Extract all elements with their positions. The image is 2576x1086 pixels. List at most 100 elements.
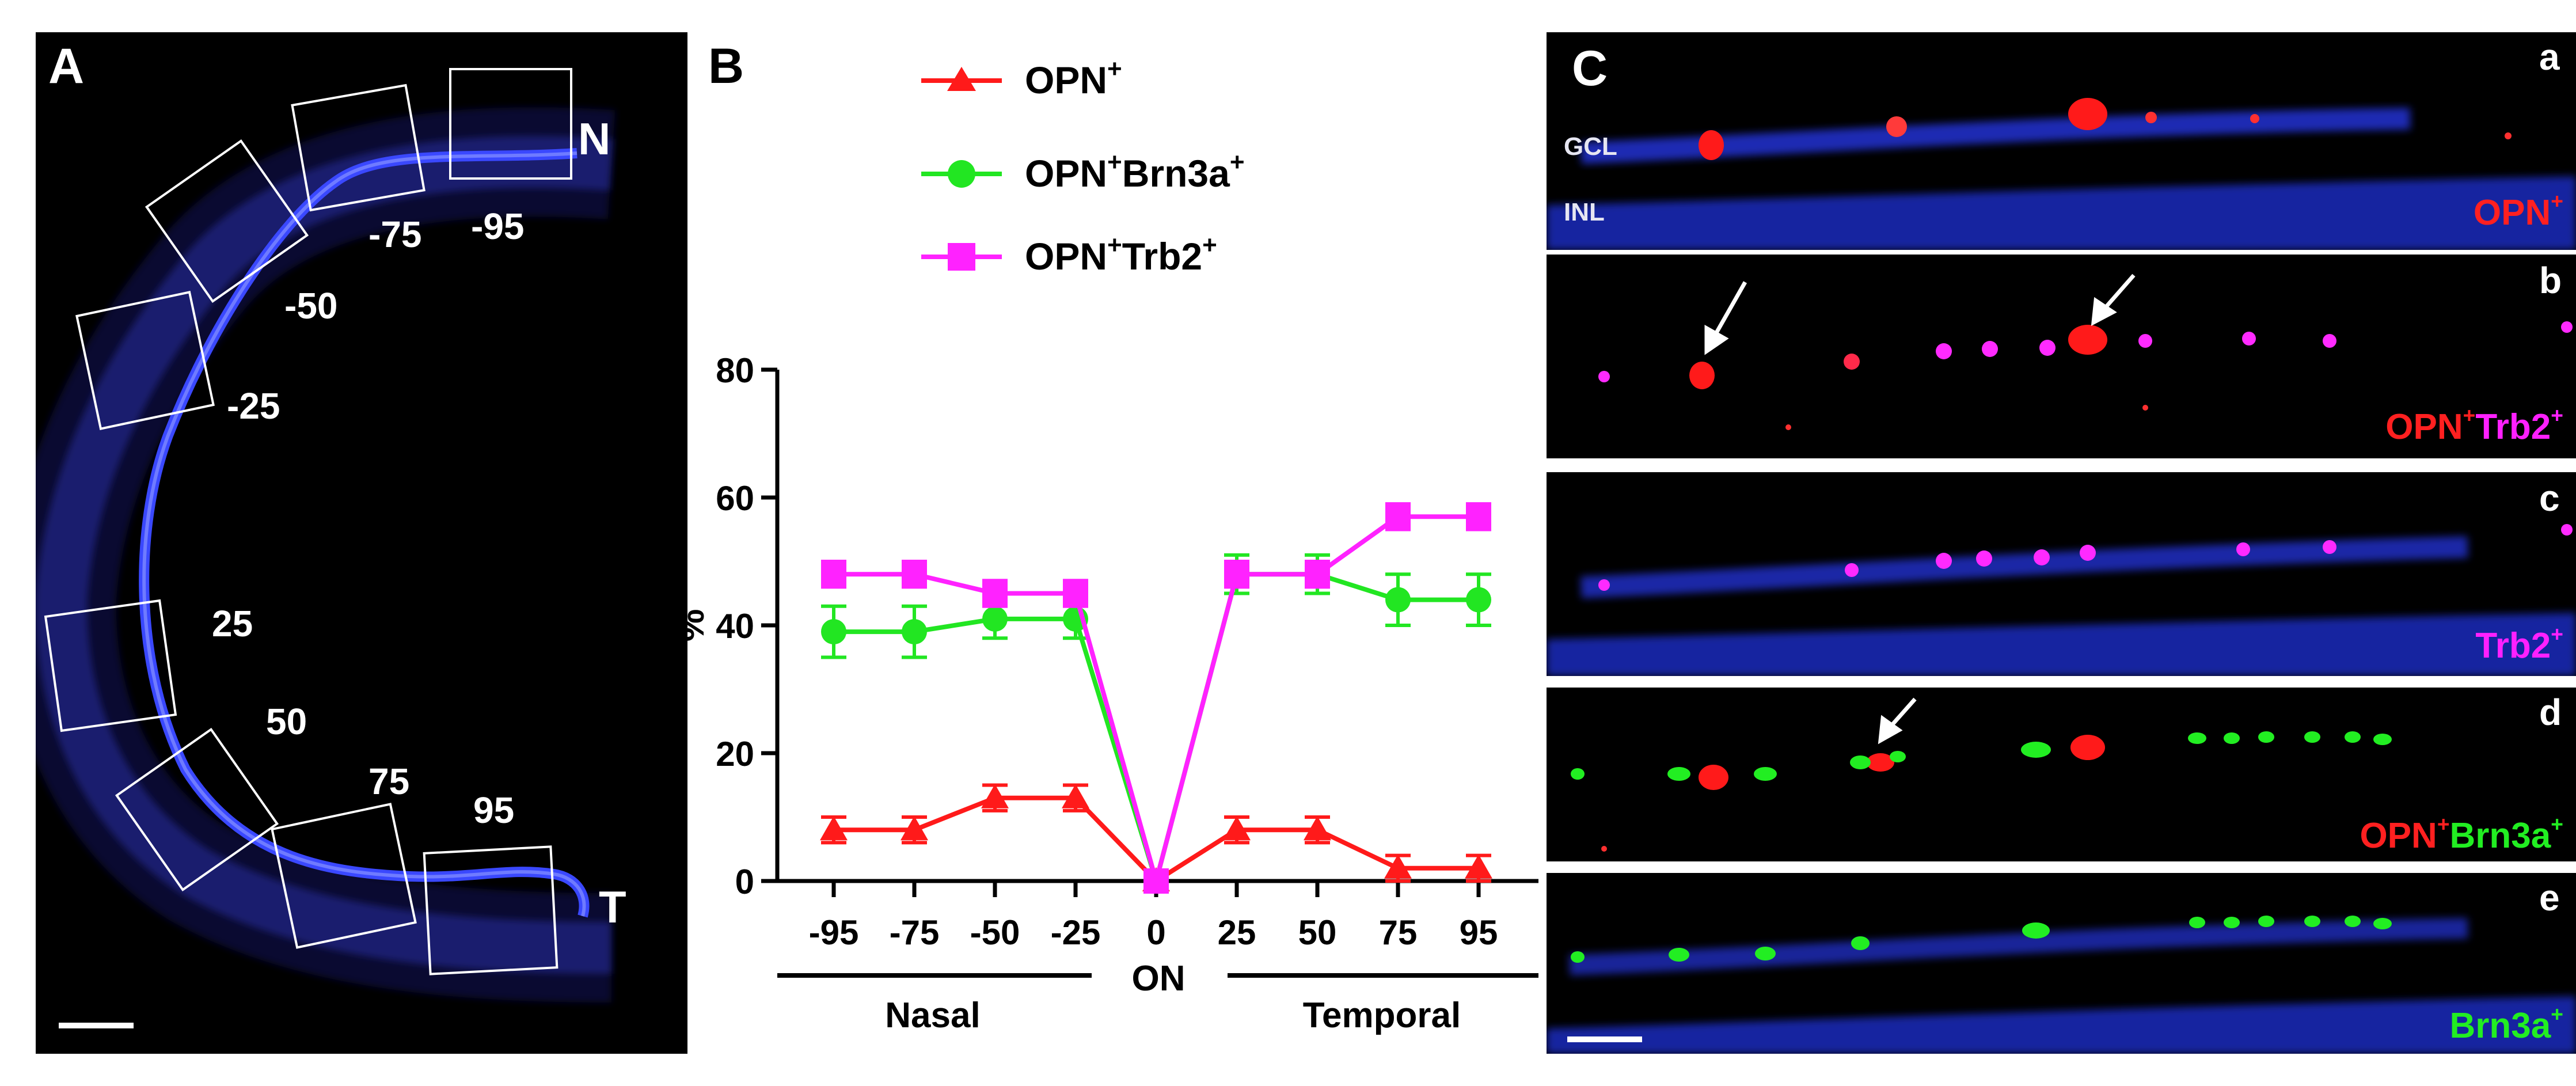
y-tick-label: 80 [716, 351, 754, 390]
data-point [902, 619, 927, 645]
box-label-50: 50 [266, 701, 307, 742]
panel-a-micrograph [6, 32, 687, 1054]
svg-text:OPN+Brn3a+: OPN+Brn3a+ [1025, 148, 1245, 195]
panel-b-letter: B [708, 39, 744, 94]
data-point [1466, 587, 1491, 613]
nasal-end-label: N [578, 113, 611, 164]
y-ticks: 0 20 40 60 80 [716, 351, 777, 901]
legend-label-trb2-sup1: + [1107, 231, 1122, 259]
data-point [1223, 816, 1251, 841]
data-point [1304, 816, 1331, 841]
legend-label-brn3a-sup1: + [1107, 148, 1122, 176]
micrograph-row-e [1547, 873, 2576, 1054]
x-tick-label: 25 [1218, 913, 1256, 952]
row-c-tag: Trb2+ [2475, 622, 2563, 666]
legend-label-opn-base: OPN [1025, 59, 1107, 101]
panel-a-letter: A [48, 39, 85, 94]
legend-label-brn3a-sup2: + [1230, 148, 1245, 176]
row-b-tag1-text: OPN [2385, 407, 2463, 447]
micrograph-a-image [1547, 98, 2576, 250]
row-b-letter: b [2539, 260, 2562, 301]
y-axis-label: % [679, 609, 712, 642]
micrograph-row-b [1547, 255, 2576, 458]
row-b-tag1-sup: + [2463, 403, 2476, 427]
micrograph-d-image [1571, 697, 2392, 852]
row-c-tag-text: Trb2 [2475, 625, 2551, 666]
box-minus-25 [75, 291, 215, 430]
temporal-label: Temporal [1303, 996, 1461, 1035]
sampling-boxes [44, 68, 572, 975]
row-d-letter: d [2539, 692, 2562, 733]
row-a-letter: a [2539, 36, 2560, 78]
y-tick-label: 20 [716, 735, 754, 773]
series-square [821, 502, 1491, 894]
box-75 [271, 803, 417, 949]
legend-label-trb2-rest: Trb2 [1122, 235, 1202, 278]
x-tick-label: -75 [890, 913, 940, 952]
x-tick-label: 0 [1146, 913, 1165, 952]
row-a-tag-sup: + [2551, 189, 2563, 213]
series-line [834, 514, 1479, 890]
data-point [821, 561, 846, 587]
row-b-tag2-sup: + [2551, 403, 2563, 427]
box-label-75: 75 [368, 761, 410, 802]
box-label-minus-75: -75 [368, 214, 422, 255]
box-minus-50 [145, 139, 309, 303]
x-tick-label: 95 [1460, 913, 1498, 952]
row-d-tag2-text: Brn3a [2449, 815, 2551, 856]
row-d-tag1-text: OPN [2360, 815, 2437, 856]
row-a-tag: OPN+ [2474, 189, 2563, 233]
y-tick-label: 40 [716, 607, 754, 645]
box-label-25: 25 [212, 603, 253, 644]
data-point [1224, 561, 1249, 587]
legend-label-brn3a-base: OPN [1025, 152, 1107, 195]
inl-label: INL [1564, 198, 1605, 226]
legend: OPN+ OPN+Brn3a+ OPN+Trb2+ [921, 55, 1245, 278]
temporal-end-label: T [599, 882, 626, 932]
box-50 [115, 727, 279, 892]
micrograph-row-a [1547, 32, 2576, 250]
x-tick-label: -95 [809, 913, 859, 952]
series-layer [820, 502, 1492, 894]
y-tick-label: 60 [716, 479, 754, 518]
data-point [1385, 504, 1411, 530]
row-c-tag-sup: + [2551, 622, 2563, 646]
row-e-letter: e [2539, 877, 2560, 918]
row-b-tag2-text: Trb2 [2475, 407, 2551, 447]
data-point [821, 619, 846, 645]
panel-c-letter: C [1572, 41, 1608, 96]
row-d-tag: OPN+Brn3a+ [2360, 812, 2563, 856]
x-tick-label: -50 [970, 913, 1020, 952]
data-point [1385, 587, 1411, 613]
svg-text:OPN+Trb2+: OPN+Trb2+ [1025, 231, 1217, 278]
arrow-1 [1704, 281, 1747, 355]
row-e-tag-sup: + [2551, 1002, 2563, 1026]
data-point [820, 816, 848, 841]
data-point [902, 561, 927, 587]
legend-label-opn-sup: + [1107, 55, 1122, 83]
data-point [1063, 580, 1088, 606]
box-label-minus-50: -50 [284, 285, 338, 326]
box-minus-75 [291, 83, 425, 212]
legend-entry-opn: OPN+ [921, 55, 1122, 101]
micrograph-row-c [1547, 472, 2576, 676]
data-point [1305, 561, 1330, 587]
arrow-2 [2091, 274, 2136, 326]
legend-label-trb2-base: OPN [1025, 235, 1107, 278]
svg-text:OPN+: OPN+ [1025, 55, 1122, 101]
series-line [834, 572, 1479, 890]
legend-square-marker [948, 243, 975, 271]
legend-triangle-marker [947, 67, 976, 91]
x-tick-label: 50 [1298, 913, 1337, 952]
micrograph-e-image [1547, 916, 2576, 1054]
legend-circle-marker [948, 160, 975, 188]
box-95 [423, 845, 558, 975]
box-label-95: 95 [473, 789, 515, 831]
nasal-label: Nasal [885, 996, 980, 1035]
x-ticks: -95 -75 -50 -25 0 25 50 75 95 [809, 881, 1498, 952]
micrograph-row-d [1547, 688, 2576, 861]
data-point [981, 784, 1009, 808]
x-tick-label: -25 [1051, 913, 1101, 952]
scale-bar [59, 1023, 134, 1028]
